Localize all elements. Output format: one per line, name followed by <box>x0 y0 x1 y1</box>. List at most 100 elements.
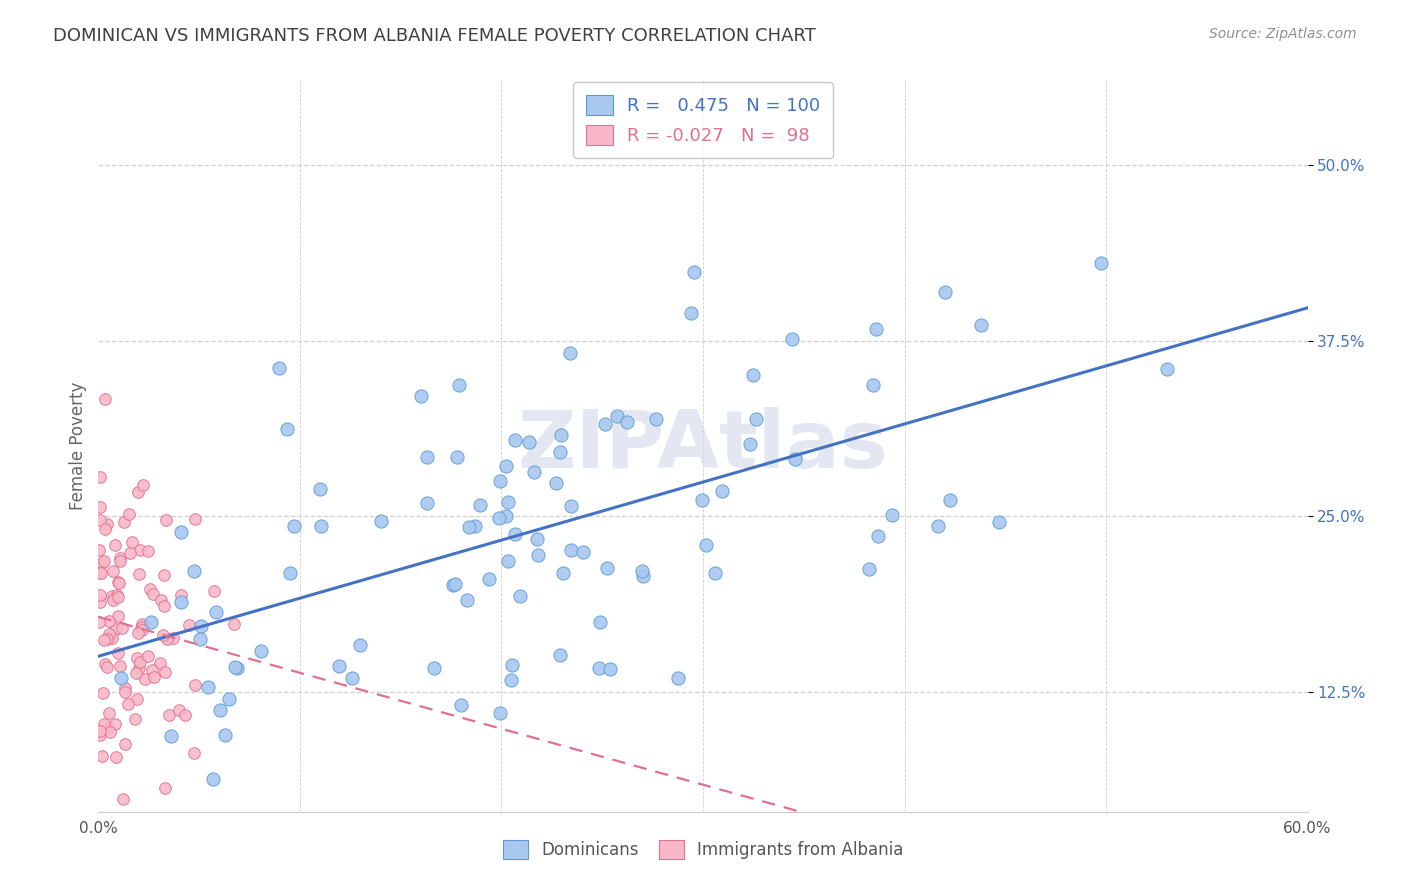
Point <box>98 614 121 628</box>
Point <box>105 588 128 602</box>
Point <box>114 684 136 698</box>
Point <box>160 729 183 743</box>
Point <box>89 728 111 742</box>
Point <box>143 669 166 683</box>
Point <box>118 507 141 521</box>
Point <box>101 631 124 645</box>
Y-axis label: Female Poverty: Female Poverty <box>69 382 87 510</box>
Point <box>90 556 112 570</box>
Point <box>1156 362 1178 376</box>
Point <box>104 750 127 764</box>
Point <box>110 621 132 635</box>
Point <box>862 378 884 392</box>
Point <box>127 692 149 706</box>
Point <box>267 360 290 375</box>
Point <box>499 673 522 688</box>
Point <box>89 500 111 514</box>
Point <box>96 659 118 673</box>
Point <box>309 518 332 533</box>
Point <box>488 511 510 525</box>
Point <box>156 632 179 646</box>
Point <box>111 792 134 806</box>
Point <box>489 706 512 721</box>
Point <box>470 498 492 512</box>
Point <box>94 657 117 671</box>
Point <box>517 435 540 450</box>
Point <box>190 619 212 633</box>
Point <box>740 437 762 451</box>
Point <box>98 706 121 720</box>
Point <box>631 564 654 578</box>
Point <box>278 566 301 580</box>
Point <box>124 712 146 726</box>
Point <box>553 566 575 580</box>
Text: DOMINICAN VS IMMIGRANTS FROM ALBANIA FEMALE POVERTY CORRELATION CHART: DOMINICAN VS IMMIGRANTS FROM ALBANIA FEM… <box>53 27 817 45</box>
Point <box>970 318 993 332</box>
Point <box>631 568 654 582</box>
Point <box>139 615 162 629</box>
Point <box>91 686 114 700</box>
Point <box>456 592 478 607</box>
Point <box>184 511 207 525</box>
Point <box>204 584 226 599</box>
Point <box>107 646 129 660</box>
Point <box>666 671 689 685</box>
Point <box>478 572 501 586</box>
Point <box>523 465 546 479</box>
Point <box>226 661 249 675</box>
Point <box>107 575 129 590</box>
Point <box>162 631 184 645</box>
Point <box>170 595 193 609</box>
Point <box>87 542 110 557</box>
Point <box>548 648 571 663</box>
Point <box>136 648 159 663</box>
Point <box>153 781 176 796</box>
Point <box>560 499 582 513</box>
Point <box>704 566 727 580</box>
Text: Source: ZipAtlas.com: Source: ZipAtlas.com <box>1209 27 1357 41</box>
Point <box>589 615 612 629</box>
Point <box>93 632 115 647</box>
Point <box>464 518 486 533</box>
Point <box>125 651 148 665</box>
Point <box>416 450 439 465</box>
Point <box>446 450 468 464</box>
Point <box>91 749 114 764</box>
Point <box>616 415 638 429</box>
Point <box>250 644 273 658</box>
Point <box>503 527 526 541</box>
Point <box>129 621 152 635</box>
Point <box>167 703 190 717</box>
Point <box>308 482 330 496</box>
Point <box>201 772 224 786</box>
Point <box>97 626 120 640</box>
Point <box>155 513 177 527</box>
Point <box>183 564 205 578</box>
Point <box>153 665 176 679</box>
Point <box>681 306 703 320</box>
Point <box>496 553 519 567</box>
Point <box>441 578 464 592</box>
Point <box>93 392 115 406</box>
Point <box>108 551 131 566</box>
Point <box>128 566 150 581</box>
Point <box>112 515 135 529</box>
Point <box>501 658 523 673</box>
Point <box>183 678 205 692</box>
Point <box>509 590 531 604</box>
Point <box>496 495 519 509</box>
Point <box>93 717 115 731</box>
Point <box>588 661 610 675</box>
Point <box>745 412 768 426</box>
Point <box>108 659 131 673</box>
Point <box>606 409 628 423</box>
Point <box>741 368 763 382</box>
Point <box>117 697 139 711</box>
Point <box>110 671 132 685</box>
Point <box>328 659 350 673</box>
Point <box>503 433 526 447</box>
Point <box>157 708 180 723</box>
Point <box>572 545 595 559</box>
Point <box>149 656 172 670</box>
Point <box>682 265 704 279</box>
